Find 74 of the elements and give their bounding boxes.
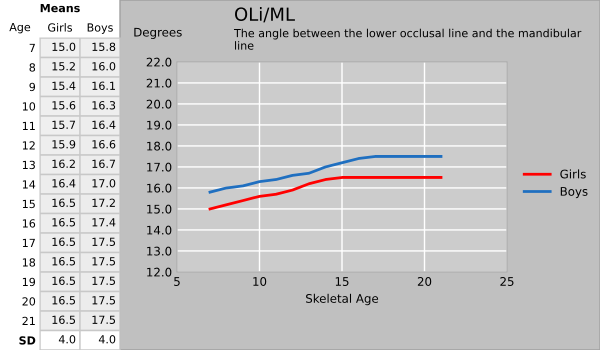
data-label: 16.5 [52,218,76,226]
line-series [208,176,442,210]
y-tick-label: 14 [22,180,36,188]
x-tick-label: 5 [174,277,180,286]
y-tick-label: 19 [22,278,36,286]
data-label: 16.5 [52,316,76,324]
data-label: 17.5 [92,316,116,324]
data-label: 16.7 [92,160,116,168]
data-label: 16.5 [52,296,76,304]
data-label: 15.0 [52,42,76,51]
y-axis-title: Degrees [134,28,182,39]
y-axis-title: Age [9,22,30,34]
y-tick-label: 9 [29,82,36,92]
x-tick-label: 20 [418,277,432,286]
y-tick-label: 21.0 [146,78,172,88]
y-tick-label: 17 [22,238,35,247]
legend-label: Girls [560,169,586,179]
y-tick-label: 15 [22,200,35,208]
y-tick-label: 10 [22,102,36,111]
data-label: 17.5 [92,257,116,266]
data-label: 17.0 [92,179,116,188]
data-label: 15.6 [52,101,76,110]
data-label: 17.5 [92,296,116,304]
data-label: 16.1 [92,82,115,90]
data-label: 4.0 [98,335,116,344]
y-tick-label: 16 [22,219,36,228]
chart-subtitle: The angle between the lower occlusal line and the mandibular line [234,28,582,50]
data-label: 15.7 [52,120,76,129]
y-tick-label: 11 [22,122,35,130]
chart-title: Means [40,4,80,12]
y-tick-label: 18.0 [147,142,172,151]
y-tick-label: 22.0 [146,58,172,67]
y-tick-label: 21 [22,316,35,325]
y-tick-label: 13.0 [147,246,172,256]
chart-title: OLi/ML [235,7,295,22]
data-label: 15.2 [52,62,75,70]
data-label: 17.4 [92,218,116,226]
y-tick-label: 7 [30,44,35,52]
y-tick-label: 16.0 [147,184,172,193]
data-label: 17.5 [92,238,116,246]
data-label: 16.6 [92,140,116,148]
y-tick-label: 8 [30,63,36,72]
data-label: 16.5 [52,257,76,266]
data-label: 16.2 [52,160,75,168]
data-label: 16.5 [52,198,76,207]
x-tick-label: 25 [500,277,514,286]
data-label: 16.3 [92,101,116,110]
data-label: 15.8 [92,42,116,51]
data-label: 17.2 [92,198,115,207]
y-tick-label: 19.0 [147,120,172,130]
y-tick-label: 12.0 [147,268,172,277]
y-tick-label: 20.0 [146,100,172,109]
y-tick-label: 15.0 [147,204,172,214]
data-label: 16.0 [92,62,116,70]
line-series [208,155,442,194]
y-tick-label: SD [19,336,36,345]
data-label: 16.5 [52,238,76,246]
y-tick-label: 14.0 [147,226,172,235]
y-tick-label: 13 [22,160,35,170]
y-tick-label: 18 [22,258,36,267]
y-tick-label: 17.0 [147,162,172,172]
x-axis-title: Skeletal Age [306,294,378,306]
legend-label: Boys [560,187,588,198]
x-tick-label: 10 [253,277,266,286]
data-label: 4.0 [58,335,76,344]
data-label: 17.5 [92,276,116,285]
y-tick-label: 12 [22,141,35,150]
data-label: 16.4 [52,179,76,188]
y-tick-label: 20 [22,297,36,306]
data-label: 16.4 [92,120,116,129]
data-label: 15.4 [52,82,76,90]
x-tick-label: 15 [336,277,348,286]
data-label: 15.9 [52,140,76,148]
data-label: 16.5 [52,276,76,285]
